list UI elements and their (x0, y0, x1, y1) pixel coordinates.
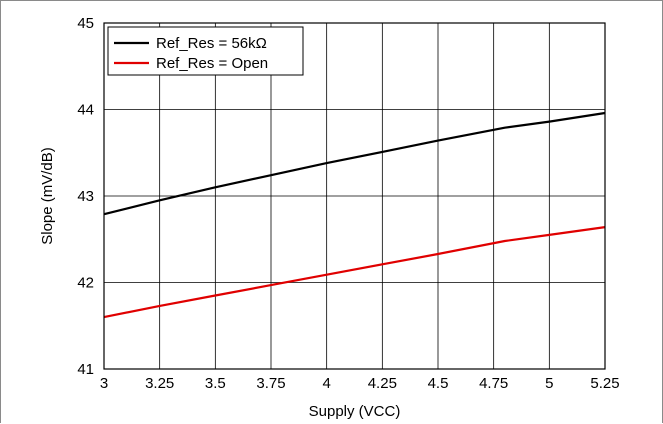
x-tick-label: 3.75 (256, 375, 285, 392)
legend-label-1: Ref_Res = 56kΩ (156, 35, 267, 52)
y-tick-label: 44 (77, 102, 94, 119)
x-axis-label: Supply (VCC) (309, 403, 401, 420)
y-tick-label: 45 (77, 15, 94, 32)
plot-border (103, 22, 606, 370)
x-tick-labels: 3 3.25 3.5 3.75 4 4.25 4.5 4.75 5 5.25 (100, 375, 620, 392)
x-tick-label: 4.25 (368, 375, 397, 392)
y-tick-label: 41 (77, 361, 94, 378)
legend-box (107, 26, 304, 76)
y-tick-labels: 41 42 43 44 45 (77, 15, 94, 378)
x-tick-label: 5 (545, 375, 553, 392)
series-line-1 (103, 111, 606, 216)
legend: Ref_Res = 56kΩ Ref_Res = Open (107, 26, 304, 76)
series-lines (103, 111, 606, 319)
x-tick-label: 4.75 (479, 375, 508, 392)
y-axis-label: Slope (mV/dB) (39, 147, 56, 245)
x-tick-label: 3 (100, 375, 108, 392)
y-tick-label: 42 (77, 275, 94, 292)
x-tick-label: 3.5 (205, 375, 226, 392)
x-tick-label: 5.25 (590, 375, 619, 392)
x-tick-label: 4 (322, 375, 330, 392)
series-line-2 (103, 226, 606, 319)
x-tick-label: 3.25 (145, 375, 174, 392)
x-tick-label: 4.5 (428, 375, 449, 392)
y-tick-label: 43 (77, 188, 94, 205)
legend-label-2: Ref_Res = Open (156, 55, 268, 72)
